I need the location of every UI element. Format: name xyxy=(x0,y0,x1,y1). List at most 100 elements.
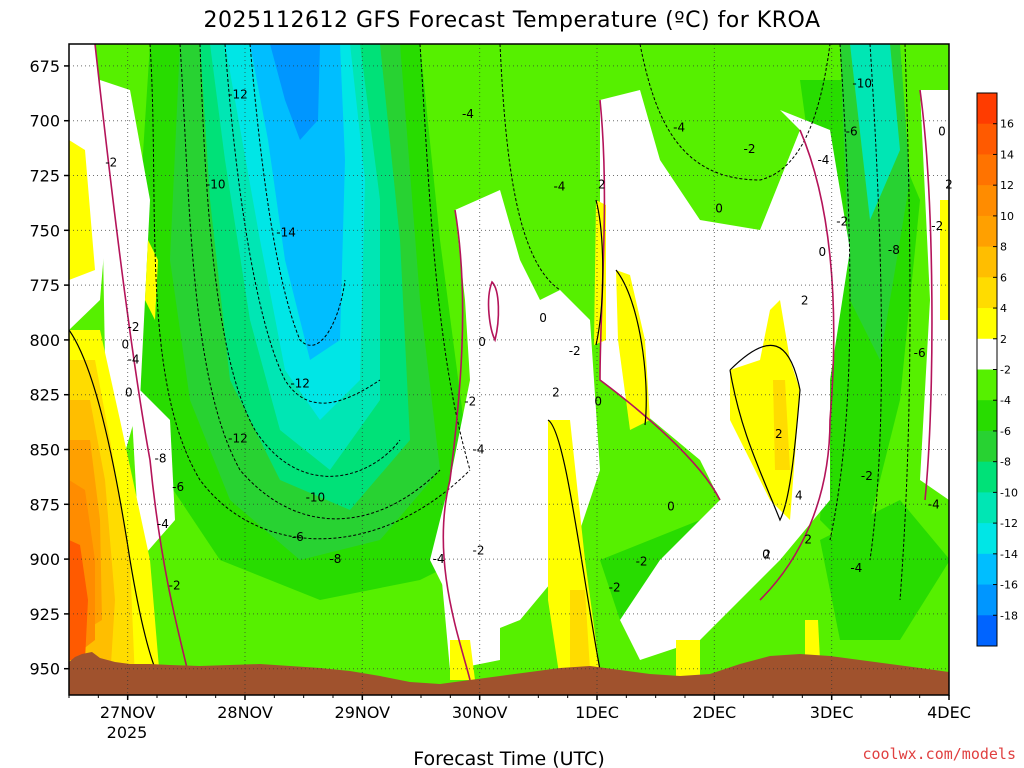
x-tick-label: 27NOV xyxy=(100,703,156,722)
x-tick-label: 29NOV xyxy=(335,703,391,722)
colorbar-tick-label: -16 xyxy=(1000,579,1018,592)
colorbar-swatch xyxy=(977,492,997,524)
colorbar-swatch xyxy=(977,93,997,125)
contour-label: -2 xyxy=(569,344,581,358)
colorbar-tick-label: -18 xyxy=(1000,609,1018,622)
contour-label: 0 xyxy=(478,335,486,349)
contour-label: -4 xyxy=(433,552,445,566)
x-axis: 27NOV 28NOV 29NOV 30NOV 1DEC 2DEC 3DEC 4DEC xyxy=(68,695,971,722)
y-tick-label: 775 xyxy=(29,276,60,295)
contour-label: -2 xyxy=(744,142,756,156)
contour-label: -4 xyxy=(157,517,169,531)
contour-label: 0 xyxy=(818,245,826,259)
contour-label: 2 xyxy=(804,532,812,546)
colorbar-tick-label: 12 xyxy=(1000,179,1014,192)
x-tick-label: 3DEC xyxy=(810,703,854,722)
contour-label: -6 xyxy=(846,125,858,139)
credit-text: coolwx.com/models xyxy=(862,745,1016,763)
contour-label: 0 xyxy=(762,548,770,562)
colorbar-swatch xyxy=(977,553,997,586)
contour-label: -12 xyxy=(228,432,248,446)
contour-label: -4 xyxy=(462,107,474,121)
contour-label: 0 xyxy=(715,201,723,215)
contour-label: -8 xyxy=(329,552,341,566)
colorbar-swatch xyxy=(977,185,997,217)
contour-label: -2 xyxy=(836,215,848,229)
contour-label: -6 xyxy=(172,480,184,494)
colorbar-tick-label: -14 xyxy=(1000,548,1018,561)
contour-label: -2 xyxy=(169,578,181,592)
x-axis-year: 2025 xyxy=(107,723,148,742)
contour-label: -2 xyxy=(861,469,873,483)
contour-label: -2 xyxy=(931,219,943,233)
contour-label: 0 xyxy=(125,386,133,400)
colorbar-swatch xyxy=(977,215,997,248)
colorbar-swatch xyxy=(977,584,997,616)
contour-label: -8 xyxy=(888,243,900,257)
y-tick-label: 850 xyxy=(29,441,60,460)
colorbar-tick-label: -12 xyxy=(1000,517,1018,530)
colorbar-swatch xyxy=(977,308,997,340)
contour-label: 2 xyxy=(598,177,606,191)
colorbar-swatch xyxy=(977,400,997,432)
colorbar-tick-label: 14 xyxy=(1000,148,1014,161)
contour-label: -4 xyxy=(817,153,829,167)
colorbar-swatch xyxy=(977,430,997,463)
colorbar-tick-label: 6 xyxy=(1000,271,1007,284)
contour-label: 2 xyxy=(552,386,560,400)
colorbar-tick-label: 2 xyxy=(1000,333,1007,346)
x-tick-label: 1DEC xyxy=(575,703,619,722)
colorbar-swatch xyxy=(977,523,997,555)
colorbar-tick-label: -2 xyxy=(1000,364,1011,377)
colorbar-tick-label: -4 xyxy=(1000,394,1011,407)
contour-label: -4 xyxy=(673,120,685,134)
contour-label: -4 xyxy=(553,179,565,193)
contour-label: 0 xyxy=(121,337,129,351)
colorbar-swatch xyxy=(977,246,997,278)
colorbar-tick-label: 8 xyxy=(1000,241,1007,254)
contour-labels: -12 -10 -14 -12 -12 -10 -8 -8 -6 -6 -4 -4 -4 -4 -4 -4 -4… xyxy=(105,76,953,594)
y-tick-label: 925 xyxy=(29,605,60,624)
colorbar-swatch xyxy=(977,369,997,401)
y-tick-label: 800 xyxy=(29,331,60,350)
contour-label: 0 xyxy=(938,125,946,139)
contour-label: -10 xyxy=(852,76,872,90)
colorbar-tick-label: -8 xyxy=(1000,456,1011,469)
y-tick-label: 700 xyxy=(29,112,60,131)
contour-label: -2 xyxy=(609,581,621,595)
x-tick-label: 2DEC xyxy=(692,703,736,722)
colorbar: 16 14 12 10 8 6 4 2 -2 -4 -6 -8 -10 -12 -14 -16 -18 xyxy=(976,92,1018,647)
contour-label: -12 xyxy=(228,87,248,101)
y-tick-label: 900 xyxy=(29,550,60,569)
contour-label: 2 xyxy=(801,293,809,307)
y-axis: 675 700 725 750 775 800 825 850 875 900 925 950 xyxy=(29,57,69,679)
contour-label: -2 xyxy=(636,554,648,568)
contour-label: -8 xyxy=(155,451,167,465)
colorbar-swatch xyxy=(977,338,997,370)
contour-label: -2 xyxy=(105,155,117,169)
colorbar-swatch xyxy=(977,615,997,647)
contour-label: 2 xyxy=(775,427,783,441)
contour-label: -6 xyxy=(914,346,926,360)
contour-label: -6 xyxy=(292,530,304,544)
contour-label: 0 xyxy=(594,394,602,408)
contour-label: -14 xyxy=(276,226,296,240)
contour-label: -4 xyxy=(850,561,862,575)
x-tick-label: 28NOV xyxy=(217,703,273,722)
contour-label: -4 xyxy=(128,353,140,367)
y-tick-label: 675 xyxy=(29,57,60,76)
contour-label: 2 xyxy=(763,548,771,562)
terrain-surface xyxy=(69,652,949,695)
contour-label: -2 xyxy=(473,543,485,557)
y-tick-label: 750 xyxy=(29,221,60,240)
colorbar-tick-label: 10 xyxy=(1000,210,1014,223)
colorbar-tick-label: 4 xyxy=(1000,302,1007,315)
colorbar-swatch xyxy=(977,154,997,186)
contour-label: -10 xyxy=(206,177,226,191)
contour-label: 4 xyxy=(795,489,803,503)
contour-label: -2 xyxy=(128,320,140,334)
contour-label: 0 xyxy=(539,311,547,325)
colorbar-swatch xyxy=(977,277,997,309)
x-tick-label: 4DEC xyxy=(927,703,971,722)
